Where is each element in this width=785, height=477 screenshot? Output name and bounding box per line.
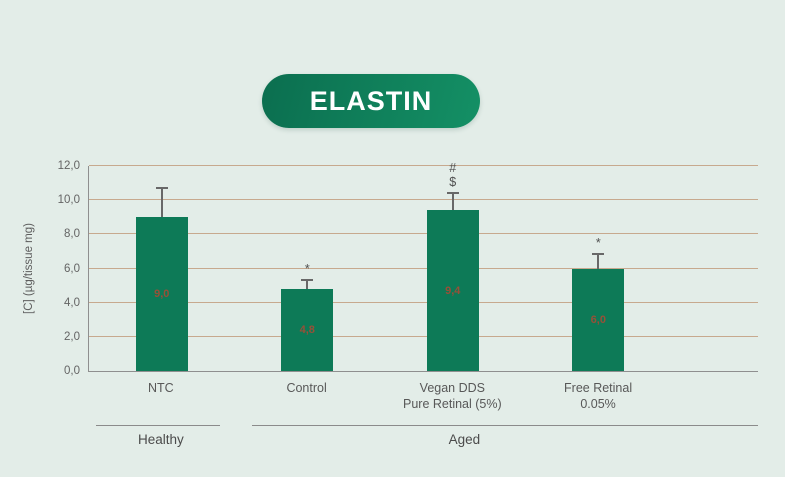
gridline <box>89 199 758 201</box>
bar: 4,8 <box>281 289 334 371</box>
gridline <box>89 165 758 166</box>
bar-value-label: 9,4 <box>445 284 461 297</box>
gridline <box>89 335 758 337</box>
significance-mark: * <box>304 261 310 276</box>
bar: 6,0 <box>572 268 625 371</box>
x-axis-category-line: Free Retinal <box>564 381 633 395</box>
x-axis-labels: NTC Control Vegan DDS Pure Retinal (5%) Free… <box>88 372 671 413</box>
bar-column: # $ 9,4 <box>380 162 526 371</box>
error-bar <box>592 253 605 269</box>
group-healthy-line <box>96 424 220 426</box>
bar-value-label: 4,8 <box>299 324 315 336</box>
error-bar <box>446 191 459 211</box>
bar-value-label: 9,0 <box>154 288 170 301</box>
bar-column: * 6,0 <box>526 166 672 371</box>
group-aged: Aged <box>234 424 758 447</box>
x-axis-category-line: NTC <box>148 381 174 395</box>
bar-column: * 4,8 <box>235 166 381 371</box>
x-axis-category-line: Control <box>286 381 327 395</box>
bar-value-label: 6,0 <box>590 313 606 326</box>
bar-column: 9,0 <box>89 166 235 371</box>
significance-mark: # $ <box>449 161 457 189</box>
group-healthy-label: Healthy <box>137 431 184 447</box>
y-tick-label: 8,0 <box>64 228 80 241</box>
x-axis-category-line: 0.05% <box>580 397 616 412</box>
group-aged-label: Aged <box>448 431 481 447</box>
chart-plot-row: [C] (µg/tissue mg) 0,0 2,0 4,0 6,0 8,0 10,0 12… <box>18 160 758 377</box>
y-tick-label: 12,0 <box>57 160 80 172</box>
group-healthy: Healthy <box>88 424 234 447</box>
x-axis-category-label: NTC <box>88 380 234 413</box>
x-axis-category-line: Pure Retinal (5%) <box>403 397 502 412</box>
group-aged-line <box>251 424 758 426</box>
significance-mark: * <box>595 236 601 250</box>
bar: 9,4 <box>426 210 479 371</box>
x-axis-category-line: Vegan DDS <box>419 381 485 395</box>
error-bar <box>301 278 314 289</box>
y-tick-label: 0,0 <box>64 365 80 377</box>
error-bar <box>155 186 168 218</box>
bars-container: 9,0 * 4,8 # $ 9,4 * 6,0 <box>89 162 672 371</box>
y-tick-label: 10,0 <box>57 194 80 207</box>
title-badge: ELASTIN <box>262 74 480 128</box>
x-axis-category-label: Control <box>234 380 380 413</box>
x-axis-category-label: Vegan DDS Pure Retinal (5%) <box>379 380 525 413</box>
y-tick-label: 6,0 <box>64 262 80 275</box>
y-axis-ticks: 0,0 2,0 4,0 6,0 8,0 10,0 12,0 <box>40 160 88 377</box>
bar: 9,0 <box>135 217 188 371</box>
plot-area: 9,0 * 4,8 # $ 9,4 * 6,0 <box>88 162 758 372</box>
x-axis-area: NTC Control Vegan DDS Pure Retinal (5%) Free… <box>88 372 758 447</box>
bar-chart: [C] (µg/tissue mg) 0,0 2,0 4,0 6,0 8,0 10,0 12… <box>18 160 758 447</box>
x-axis-category-label: Free Retinal 0.05% <box>525 380 671 413</box>
gridline <box>89 233 758 235</box>
y-tick-label: 4,0 <box>64 296 80 309</box>
gridline <box>89 301 758 303</box>
group-brackets: Healthy Aged <box>88 424 758 447</box>
y-tick-label: 2,0 <box>64 330 80 343</box>
gridline <box>89 267 758 269</box>
title-badge-label: ELASTIN <box>309 85 433 116</box>
y-axis-title: [C] (µg/tissue mg) <box>23 223 35 314</box>
